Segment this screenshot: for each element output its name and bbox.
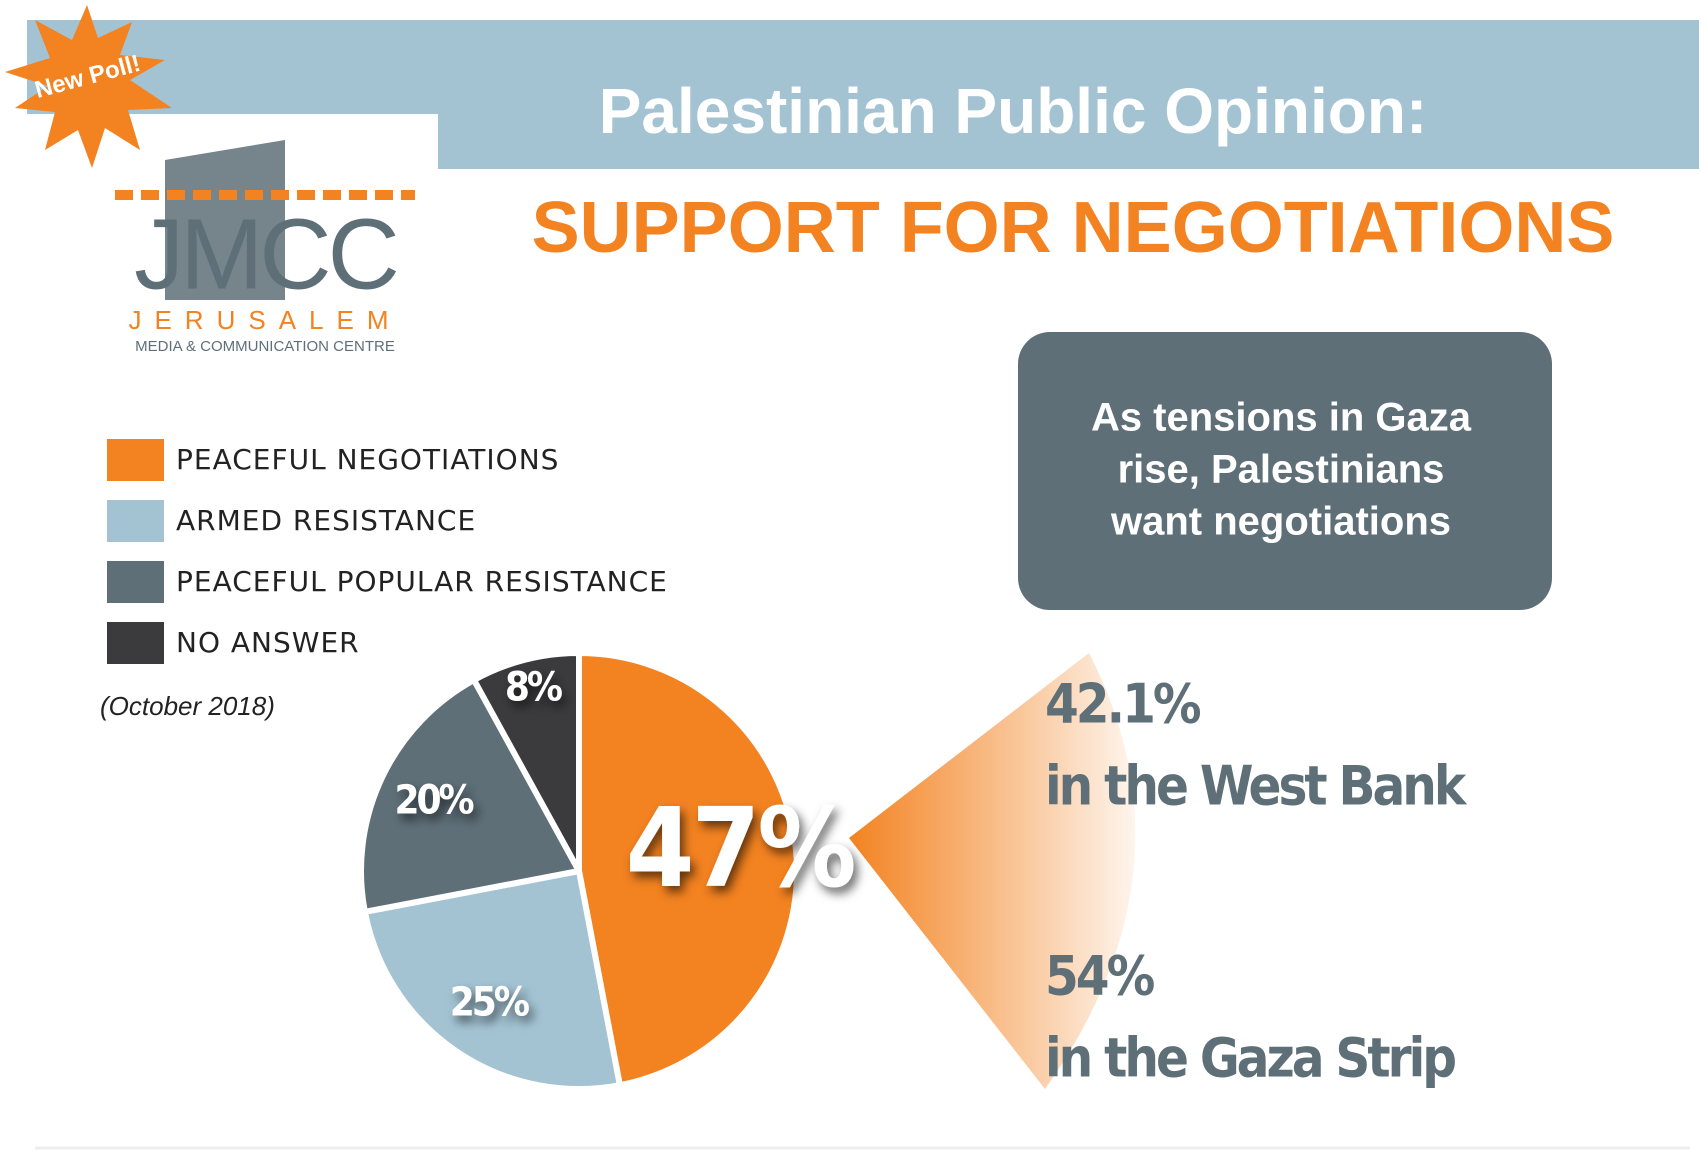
- pie-slice: [576, 650, 800, 1089]
- legend-label: ARMED RESISTANCE: [176, 504, 476, 537]
- breakdown-value: 54%: [1045, 945, 1155, 1008]
- date-note: (October 2018): [100, 691, 275, 721]
- callout-text: want negotiations: [1110, 500, 1451, 544]
- callout-box: [1018, 332, 1552, 610]
- breakdown-value: 42.1%: [1045, 673, 1201, 736]
- pie-slice: [361, 868, 623, 1092]
- pie-slice: [358, 676, 582, 915]
- slice-label: 47%: [626, 784, 855, 912]
- slice-label: 20%: [394, 777, 473, 823]
- pie-slice: [470, 650, 582, 874]
- legend-label: NO ANSWER: [176, 626, 360, 659]
- legend-label: PEACEFUL POPULAR RESISTANCE: [176, 565, 668, 598]
- legend-swatch: [107, 500, 164, 542]
- breakdown-region: in the Gaza Strip: [1045, 1027, 1455, 1090]
- legend-label: PEACEFUL NEGOTIATIONS: [176, 443, 559, 476]
- legend-swatch: [107, 439, 164, 481]
- subtitle: SUPPORT FOR NEGOTIATIONS: [532, 188, 1615, 268]
- badge: [5, 5, 172, 168]
- breakdown-fan: [849, 653, 1136, 1089]
- slice-label: 8%: [505, 664, 562, 710]
- callout-text: As tensions in Gaza: [1091, 396, 1472, 440]
- logo-tower: [165, 140, 285, 300]
- legend-swatch: [107, 622, 164, 664]
- slice-label: 25%: [450, 979, 529, 1025]
- legend-swatch: [107, 561, 164, 603]
- logo-tagline: MEDIA & COMMUNICATION CENTRE: [135, 338, 395, 355]
- logo-mark: JMCC: [134, 198, 397, 310]
- breakdown-region: in the West Bank: [1045, 755, 1468, 818]
- callout-text: rise, Palestinians: [1118, 448, 1445, 492]
- logo-name: JERUSALEM: [128, 305, 401, 335]
- title: Palestinian Public Opinion:: [599, 75, 1428, 147]
